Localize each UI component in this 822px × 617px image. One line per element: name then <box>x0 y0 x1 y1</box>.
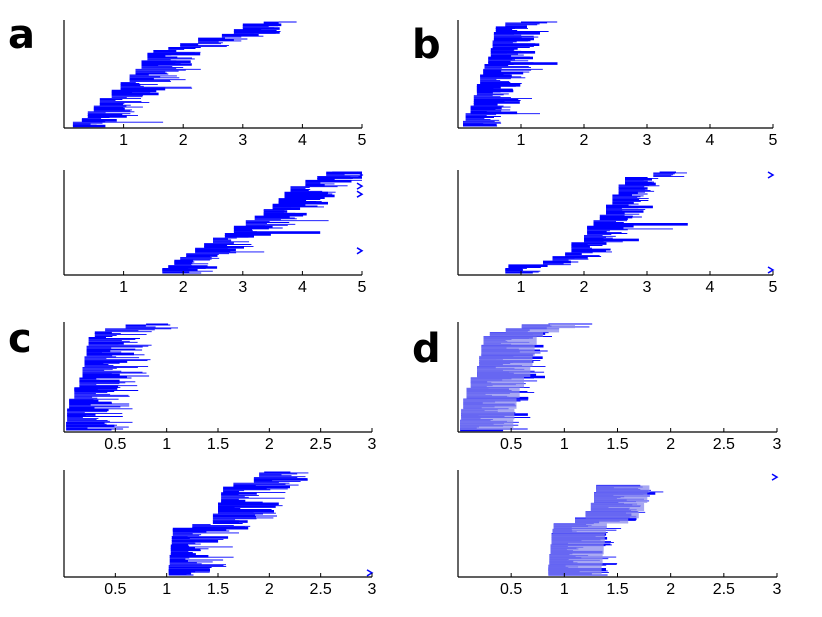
x-tick-label: 5 <box>358 132 367 149</box>
x-tick-label: 1 <box>560 436 569 453</box>
fill-block <box>463 398 517 409</box>
fill-block <box>552 528 606 534</box>
fill-block <box>489 332 544 337</box>
x-tick-label: 2 <box>179 279 188 296</box>
x-tick-label: 1 <box>560 581 569 598</box>
chart-b-top: 1 2 3 4 5 <box>457 20 778 149</box>
x-tick-label: 2 <box>580 132 589 149</box>
fill-block <box>483 336 537 346</box>
x-tick-label: 0.5 <box>500 581 522 598</box>
x-tick-label: 5 <box>769 279 778 296</box>
x-tick-label: 0.5 <box>104 581 126 598</box>
x-tick-label: 1.5 <box>606 436 628 453</box>
x-tick-label: 0.5 <box>104 436 126 453</box>
fill-block <box>505 328 560 333</box>
x-tick-label: 1 <box>517 132 526 149</box>
x-tick-label: 1 <box>119 132 128 149</box>
panel-letter-c: c <box>8 316 32 362</box>
x-tick-label: 1 <box>119 279 128 296</box>
x-tick-label: 4 <box>298 279 307 296</box>
x-tick-label: 3 <box>238 132 247 149</box>
chart-d-top: 0.5 1 1.5 2 2.5 3 <box>457 322 782 453</box>
x-tick-label: 1 <box>162 581 171 598</box>
series-fill <box>460 324 575 430</box>
x-tick-label: 2.5 <box>713 581 735 598</box>
series-lines <box>505 171 688 274</box>
series-lines <box>168 471 309 576</box>
fill-block <box>596 485 650 493</box>
x-tick-label: 3 <box>368 581 377 598</box>
x-tick-label: 2 <box>179 132 188 149</box>
x-tick-label: 0.5 <box>500 436 522 453</box>
fill-block <box>551 533 605 545</box>
x-tick-label: 2.5 <box>310 581 332 598</box>
x-tick-label: 3 <box>773 581 782 598</box>
fill-block <box>477 366 531 377</box>
fill-block <box>479 355 533 367</box>
x-tick-label: 4 <box>298 132 307 149</box>
fill-block <box>460 419 514 430</box>
x-tick-label: 2.5 <box>310 436 332 453</box>
end-marker <box>366 569 374 577</box>
fill-block <box>575 518 629 524</box>
fill-block <box>594 492 648 503</box>
end-marker <box>771 473 779 481</box>
x-tick-label: 3 <box>643 132 652 149</box>
x-tick-label: 3 <box>368 436 377 453</box>
chart-a-top: 1 2 3 4 5 <box>63 20 367 149</box>
fill-block <box>590 502 645 512</box>
x-tick-label: 1 <box>517 279 526 296</box>
series-fill <box>548 485 650 575</box>
fill-block <box>550 544 604 555</box>
end-marker <box>356 171 364 179</box>
fill-block <box>549 554 603 565</box>
chart-c-bottom: 0.5 1 1.5 2 2.5 3 <box>63 470 377 598</box>
x-tick-label: 1.5 <box>606 581 628 598</box>
panel-letter-a: a <box>8 12 35 58</box>
series-lines <box>162 171 362 274</box>
end-marker <box>356 247 364 255</box>
x-tick-label: 4 <box>706 279 715 296</box>
fill-block <box>470 377 524 388</box>
x-tick-label: 3 <box>643 279 652 296</box>
x-tick-label: 2.5 <box>713 436 735 453</box>
x-tick-label: 2 <box>580 279 589 296</box>
end-marker <box>356 182 364 190</box>
fill-block <box>521 324 575 329</box>
x-tick-label: 3 <box>238 279 247 296</box>
x-tick-label: 1 <box>162 436 171 453</box>
x-tick-label: 1.5 <box>207 581 229 598</box>
x-tick-label: 5 <box>769 132 778 149</box>
fill-block <box>553 523 607 529</box>
series-lines <box>463 21 558 127</box>
end-marker <box>356 190 364 198</box>
panel-letter-b: b <box>412 22 441 68</box>
x-tick-label: 2 <box>666 436 675 453</box>
series-lines <box>72 21 297 128</box>
chart-d-bottom: 0.5 1 1.5 2 2.5 3 <box>457 470 782 598</box>
x-tick-label: 4 <box>706 132 715 149</box>
x-tick-label: 1.5 <box>207 436 229 453</box>
series-lines <box>66 323 178 431</box>
x-tick-label: 2 <box>265 436 274 453</box>
x-tick-label: 5 <box>358 279 367 296</box>
chart-b-bottom: 1 2 3 4 5 <box>457 170 778 296</box>
fill-block <box>481 345 535 356</box>
fill-block <box>461 408 515 420</box>
fill-block <box>585 511 639 519</box>
chart-c-top: 0.5 1 1.5 2 2.5 3 <box>63 322 377 453</box>
end-marker <box>767 171 775 179</box>
chart-a-bottom: 1 2 3 4 5 <box>63 170 367 296</box>
end-marker <box>767 266 775 274</box>
x-tick-label: 2 <box>666 581 675 598</box>
x-tick-label: 3 <box>773 436 782 453</box>
x-tick-label: 2 <box>265 581 274 598</box>
panel-letter-d: d <box>412 326 441 372</box>
fill-block <box>466 387 520 399</box>
fill-block <box>548 564 602 575</box>
